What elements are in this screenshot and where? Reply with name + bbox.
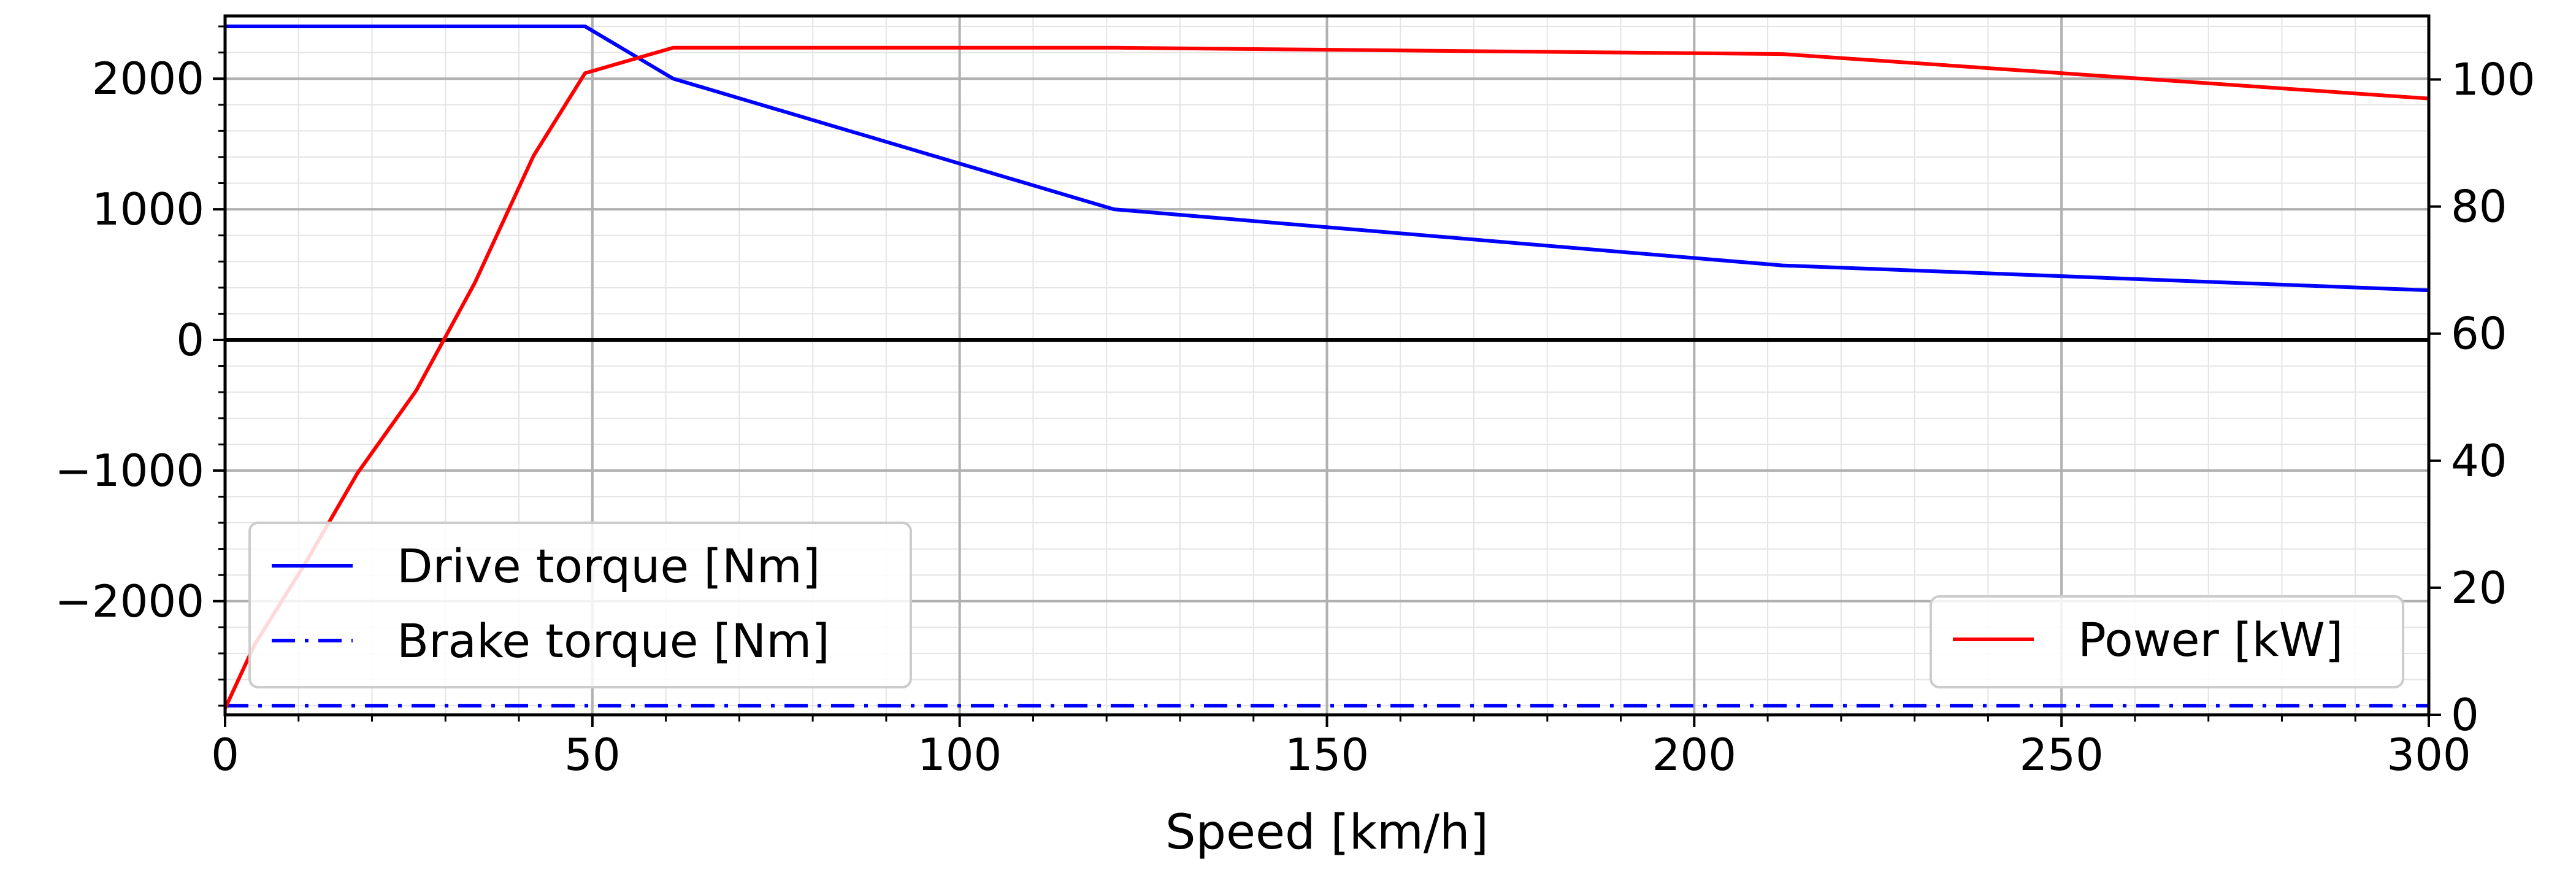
legend-layer: Drive torque [Nm] Brake torque [Nm] Power … [248, 522, 2404, 688]
legend-label: Brake torque [Nm] [397, 614, 830, 668]
x-tick-label: 150 [1285, 729, 1369, 780]
axes-layer: 0 50 100 150 200 250 300 −2000 −1000 0 1000 2000 0 20… [55, 14, 2535, 860]
x-tick-label: 50 [564, 729, 621, 780]
y2-tick-label: 20 [2451, 562, 2507, 614]
x-tick-label: 250 [2019, 729, 2103, 780]
x-axis-label: Speed [km/h] [1165, 805, 1489, 860]
y-tick-label: 0 [176, 314, 204, 366]
legend-label: Drive torque [Nm] [397, 539, 821, 593]
y2-tick-label: 0 [2451, 689, 2479, 741]
legend-box [248, 522, 912, 688]
y2-tick-label: 60 [2451, 308, 2507, 360]
y2-tick-label: 40 [2451, 435, 2507, 487]
legend-label: Power [kW] [2078, 612, 2343, 667]
y-tick-label: 1000 [92, 183, 204, 235]
x-tick-label: 100 [918, 729, 1002, 780]
x-tick-label: 300 [2386, 729, 2471, 780]
series-line-0 [225, 25, 2429, 293]
x-tick-label: 0 [211, 729, 239, 780]
y-tick-label: 2000 [92, 53, 204, 104]
y2-tick-label: 100 [2451, 54, 2535, 106]
y2-tick-label: 80 [2451, 181, 2507, 233]
y-tick-label: −1000 [55, 445, 204, 496]
y-tick-label: −2000 [55, 576, 204, 627]
legend-box [1930, 595, 2404, 688]
x-tick-label: 200 [1652, 729, 1736, 780]
